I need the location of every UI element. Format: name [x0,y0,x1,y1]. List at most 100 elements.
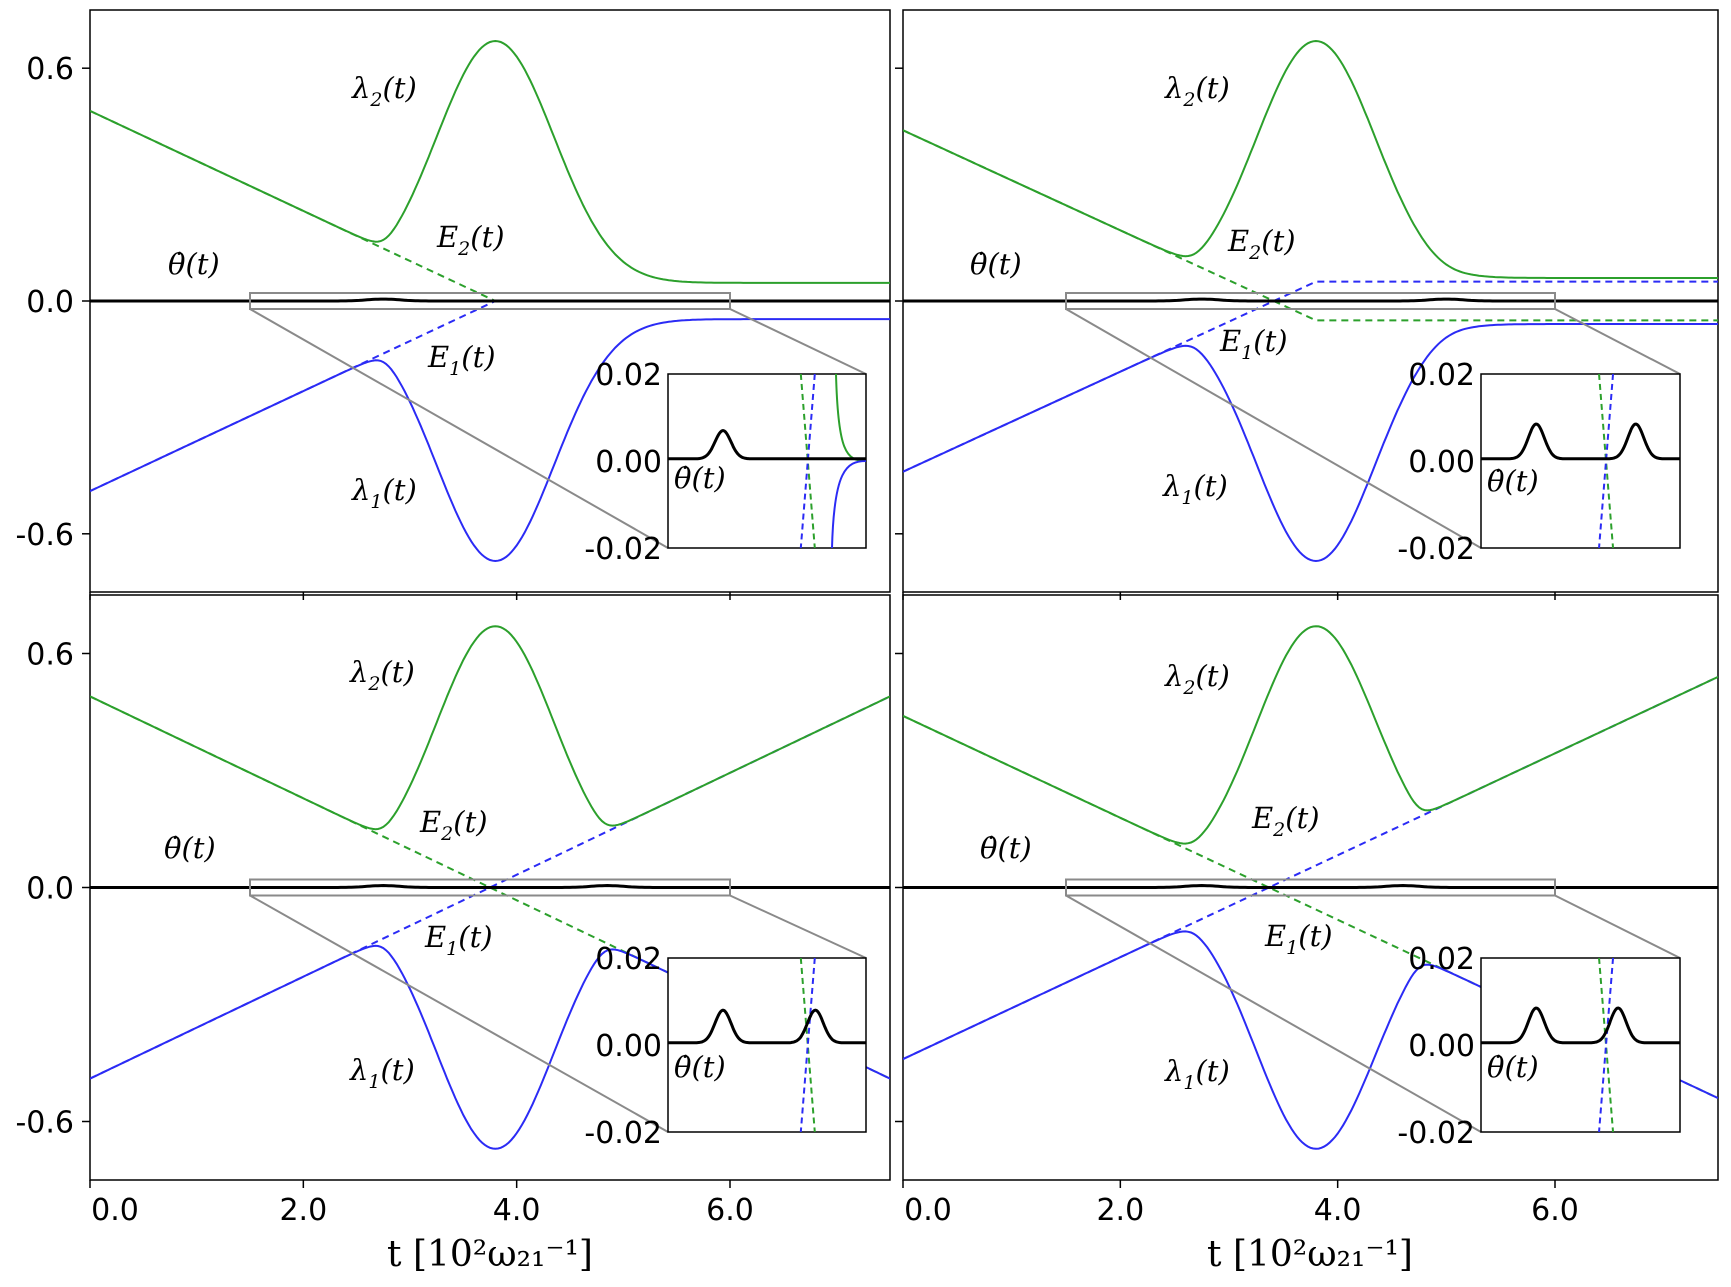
xtick-label: 4.0 [1314,1193,1362,1228]
inset-E2 [1598,374,1615,548]
label-E1: E1(t) [1219,324,1288,364]
zoom-connector [249,894,669,1133]
label-lambda2: λ2(t) [351,71,417,111]
inset-theta-dot [668,429,866,461]
label-E2: E2(t) [436,220,505,260]
zoom-box [1065,292,1556,310]
xtick-label: 0.0 [91,1193,139,1228]
lambda2-line [903,625,1718,845]
label-E2: E2(t) [419,805,488,845]
theta-dot-line [903,297,1718,303]
inset-E2 [799,374,816,548]
inset-label-theta-dot: θ̇(t) [674,1050,726,1084]
inset-ytick-label: 0.00 [595,445,662,480]
inset-ytick-label: 0.02 [1408,942,1475,977]
xaxis-label: t [10²ω₂₁⁻¹] [387,1234,593,1275]
inset-ytick-label: -0.02 [1397,532,1475,567]
label-lambda1: λ1(t) [349,1053,415,1093]
inset-E2 [799,958,816,1132]
inset-plot [1481,958,1680,1132]
xtick-label: 4.0 [493,1193,541,1228]
panel-bottom-left: 0.6 0.0 -0.6 0.0 2.0 4.0 6.0 0.02 0.00 -0.02 λ2(t)… [15,594,891,1228]
inset-axes: 0.02 0.00 -0.02 [1397,942,1681,1151]
plot-area [90,39,890,563]
inset-lambda1 [831,460,866,548]
inset-theta-dot [1481,422,1680,461]
lambda2-line [90,625,890,831]
label-lambda2: λ2(t) [1164,659,1230,699]
E2-line [903,129,1718,322]
label-theta-dot: θ̇(t) [980,831,1032,865]
inset-axes: 0.02 0.00 -0.02 [1397,358,1681,567]
inset-E1 [1598,374,1615,548]
theta-dot-line [90,297,890,303]
inset-axes: 0.02 0.00 -0.02 [584,942,867,1151]
panel-top-right: 0.02 0.00 -0.02 λ2(t) E2(t) E1(t) λ1(t) θ̇(t) θ̇… [895,9,1719,600]
zoom-connector [729,894,867,959]
inset-ytick-label: 0.00 [1408,445,1475,480]
ytick-label: -0.6 [15,1106,74,1141]
zoom-connector [729,308,867,375]
inset-ytick-label: -0.02 [584,1116,662,1151]
label-theta-dot: θ̇(t) [970,247,1022,281]
inset-theta-dot [668,1008,866,1045]
panel-top-left: 0.6 0.0 -0.6 0.02 0.00 -0.02 λ2(t) E2(t) E1(t) λ1… [15,9,891,600]
ytick-label: -0.6 [15,518,74,553]
zoom-connector [1554,308,1681,375]
xtick-label: 6.0 [706,1193,754,1228]
label-lambda1: λ1(t) [1164,1054,1230,1094]
inset-label-theta-dot: θ̇(t) [1487,464,1539,498]
inset-label-theta-dot: θ̇(t) [674,461,726,495]
zoom-connector [249,308,669,549]
xtick-label: 6.0 [1531,1193,1579,1228]
theta-dot-line [903,883,1718,889]
zoom-box [249,292,731,310]
inset-plot [1481,374,1680,548]
inset-plot [668,374,866,548]
theta-dot-line [90,883,890,889]
ytick-label: 0.0 [26,285,74,320]
lambda2-line [90,39,890,284]
xtick-label: 0.0 [904,1193,952,1228]
inset-frame [1480,373,1681,549]
inset-E1 [799,958,816,1132]
label-E2: E2(t) [1251,801,1320,841]
zoom-connector [1065,308,1482,549]
xtick-label: 2.0 [279,1193,327,1228]
label-theta-dot: θ̇(t) [168,247,220,281]
label-E1: E1(t) [1264,919,1333,959]
inset-frame [1480,957,1681,1133]
label-lambda2: λ2(t) [349,655,415,695]
ytick-label: 0.0 [26,872,74,907]
inset-axes: 0.02 0.00 -0.02 [584,358,867,567]
inset-ytick-label: 0.00 [1408,1029,1475,1064]
inset-ytick-label: 0.02 [595,358,662,393]
lambda1-line [90,318,890,563]
inset-E1 [799,374,816,548]
label-E2: E2(t) [1227,224,1296,264]
inset-frame [667,957,867,1133]
label-lambda2: λ2(t) [1164,71,1230,111]
label-E1: E1(t) [427,340,496,380]
xaxis-label: t [10²ω₂₁⁻¹] [1207,1234,1413,1275]
inset-theta-dot [1481,1006,1680,1045]
label-lambda1: λ1(t) [351,473,417,513]
inset-plot [668,958,866,1132]
lambda2-line [903,39,1718,279]
zoom-box [249,878,731,897]
inset-E2 [1598,958,1615,1132]
inset-ytick-label: -0.02 [1397,1116,1475,1151]
zoom-connector [1554,894,1681,959]
ytick-label: 0.6 [26,52,74,87]
ytick-label: 0.6 [26,638,74,673]
label-E1: E1(t) [424,920,493,960]
inset-ytick-label: 0.00 [595,1029,662,1064]
inset-E1 [1598,958,1615,1132]
inset-ytick-label: -0.02 [584,532,662,567]
label-theta-dot: θ̇(t) [164,831,216,865]
label-lambda1: λ1(t) [1162,469,1228,509]
panel-bottom-right: 0.0 2.0 4.0 6.0 0.02 0.00 -0.02 λ2(t) E2(t) E1(t)… [895,594,1719,1228]
xtick-label: 2.0 [1096,1193,1144,1228]
E1-line [903,280,1718,473]
